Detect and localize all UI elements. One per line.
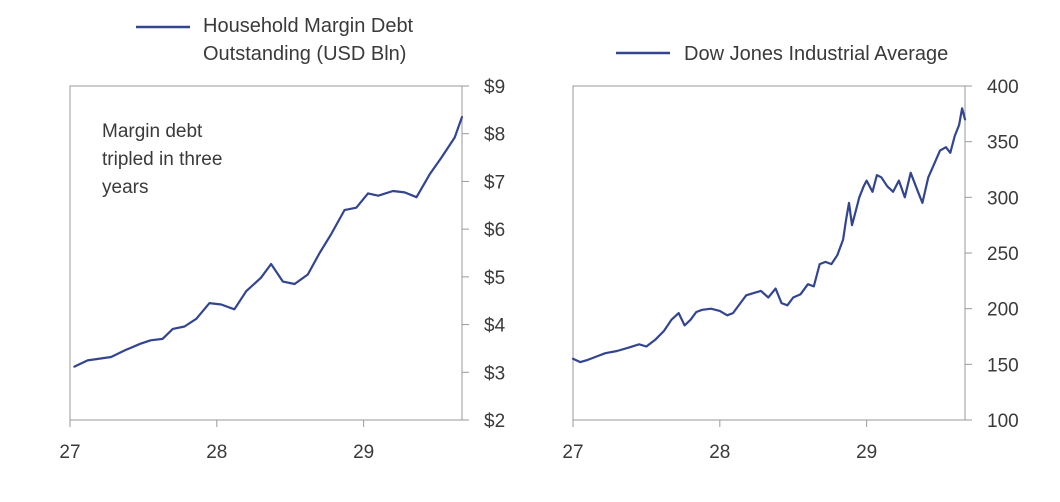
legend-label: Outstanding (USD Bln) [203, 43, 406, 65]
y-tick-label: $9 [484, 77, 505, 98]
chart-1: $2 $3 $4 $5 $6 $7 $8 $9 27 28 29 Household Margin D… [59, 15, 505, 463]
y-tick-label: $6 [484, 220, 505, 241]
plot-frame [572, 85, 966, 421]
annotation-text: Margin debt [102, 121, 203, 142]
x-tick-label: 27 [562, 442, 583, 463]
y-tick-label: $8 [484, 125, 505, 146]
x-tick-label: 29 [856, 442, 877, 463]
series-line [73, 115, 464, 368]
plot-frame [69, 85, 463, 421]
x-tick-label: 28 [709, 442, 730, 463]
y-tick-label: $2 [484, 411, 505, 432]
y-tick-label: 200 [987, 300, 1019, 321]
y-tick-label: 100 [987, 411, 1019, 432]
legend-label: Household Margin Debt [203, 15, 414, 37]
y-tick-label: 250 [987, 244, 1019, 265]
y-tick-label: 150 [987, 355, 1019, 376]
legend-label: Dow Jones Industrial Average [684, 43, 948, 65]
chart-2: 100 150 200 250 300 350 400 27 28 29 Dow Jones Ind… [562, 43, 1018, 463]
annotation-text: years [102, 177, 148, 198]
y-tick-label: $7 [484, 172, 505, 193]
x-tick-label: 28 [206, 442, 227, 463]
x-tick-label: 27 [59, 442, 80, 463]
series-line [571, 107, 967, 364]
y-tick-label: $4 [484, 316, 506, 337]
y-tick-label: $3 [484, 363, 505, 384]
x-tick-label: 29 [353, 442, 374, 463]
y-tick-label: 300 [987, 188, 1019, 209]
annotation-text: tripled in three [102, 149, 222, 170]
y-tick-label: 400 [987, 77, 1019, 98]
y-tick-label: $5 [484, 268, 505, 289]
y-tick-label: 350 [987, 133, 1019, 154]
